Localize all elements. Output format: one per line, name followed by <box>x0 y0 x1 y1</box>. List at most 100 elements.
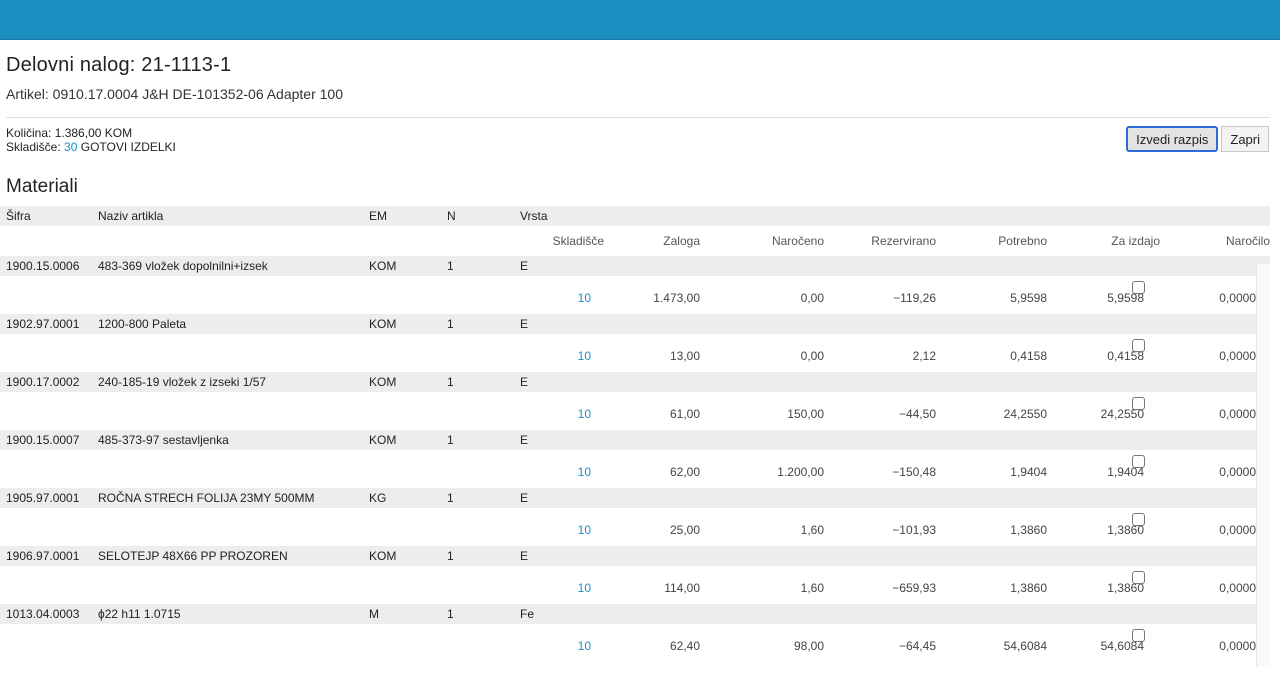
close-button[interactable]: Zapri <box>1221 126 1269 152</box>
material-n: 1 <box>447 433 454 447</box>
issue-value: 54,6084 <box>1100 639 1144 653</box>
material-code-link[interactable]: 1900.15.0006 <box>6 259 80 273</box>
material-type: E <box>520 317 529 331</box>
stock-value: 1.473,00 <box>653 291 700 305</box>
col-header-zaloga: Zaloga <box>663 234 700 248</box>
required-value: 54,6084 <box>1003 639 1047 653</box>
stock-row: 10 13,00 0,00 2,12 0,4158 0,4158 0,0000 <box>0 334 1270 372</box>
material-code-link[interactable]: 1902.97.0001 <box>6 317 80 331</box>
stock-row: 10 1.473,00 0,00 −119,26 5,9598 5,9598 0,0000 <box>0 276 1270 314</box>
col-header-vrsta: Vrsta <box>520 209 548 223</box>
material-code-link[interactable]: 1900.17.0002 <box>6 375 80 389</box>
ordered-value: 0,00 <box>800 291 824 305</box>
top-navigation-bar <box>0 0 1280 40</box>
ordered-value: 1,60 <box>800 523 824 537</box>
stock-value: 61,00 <box>669 407 700 421</box>
material-name: 485-373-97 sestavljenka <box>98 433 229 447</box>
warehouse-link[interactable]: 10 <box>577 639 591 653</box>
required-value: 1,3860 <box>1010 581 1047 595</box>
stock-row: 10 62,00 1.200,00 −150,48 1,9404 1,9404 0,0000 <box>0 450 1270 488</box>
stock-value: 114,00 <box>664 581 700 595</box>
warehouse-line: Skladišče: 30 GOTOVI IZDELKI <box>6 140 176 154</box>
stock-value: 62,40 <box>669 639 700 653</box>
material-row: 1013.04.0003 ϕ22 h11 1.0715 M 1 Fe <box>0 604 1270 624</box>
material-type: E <box>520 433 529 447</box>
order-value: 0,0000 <box>1219 523 1256 537</box>
issue-checkbox[interactable] <box>1132 629 1145 642</box>
warehouse-label: Skladišče: <box>6 140 61 154</box>
material-row: 1900.15.0006 483-369 vložek dopolnilni+iz… <box>0 256 1270 276</box>
material-name: 483-369 vložek dopolnilni+izsek <box>98 259 268 273</box>
quantity-label: Količina: <box>6 126 52 140</box>
material-n: 1 <box>447 375 454 389</box>
issue-checkbox[interactable] <box>1132 397 1145 410</box>
order-value: 0,0000 <box>1219 349 1256 363</box>
warehouse-link[interactable]: 10 <box>577 465 591 479</box>
stock-value: 13,00 <box>669 349 700 363</box>
material-unit: KOM <box>369 375 397 389</box>
material-rows: 1900.15.0006 483-369 vložek dopolnilni+iz… <box>0 256 1270 662</box>
required-value: 1,9404 <box>1010 465 1047 479</box>
quantity-value: 1.386,00 KOM <box>54 126 133 140</box>
material-row: 1900.15.0007 485-373-97 sestavljenka KOM 1 E <box>0 430 1270 450</box>
material-name: 1200-800 Paleta <box>98 317 187 331</box>
issue-checkbox[interactable] <box>1132 339 1145 352</box>
order-info: Količina: 1.386,00 KOM Skladišče: 30 GOT… <box>6 126 176 154</box>
table-header-secondary: Skladišče Zaloga Naročeno Rezervirano Po… <box>0 226 1270 256</box>
action-buttons: Izvedi razpis Zapri <box>1126 126 1269 152</box>
col-header-naziv: Naziv artikla <box>98 209 164 223</box>
material-code-link[interactable]: 1905.97.0001 <box>6 491 80 505</box>
issue-value: 24,2550 <box>1100 407 1144 421</box>
warehouse-name: GOTOVI IZDELKI <box>80 140 176 154</box>
reserved-value: 2,12 <box>912 349 936 363</box>
material-unit: KG <box>369 491 387 505</box>
issue-checkbox[interactable] <box>1132 571 1145 584</box>
warehouse-link[interactable]: 10 <box>577 407 591 421</box>
col-header-em: EM <box>369 209 387 223</box>
warehouse-link[interactable]: 10 <box>577 523 591 537</box>
material-n: 1 <box>447 259 454 273</box>
material-n: 1 <box>447 317 454 331</box>
material-n: 1 <box>447 607 454 621</box>
issue-value: 0,4158 <box>1107 349 1144 363</box>
reserved-value: −150,48 <box>892 465 936 479</box>
col-header-skladisce: Skladišče <box>552 234 604 248</box>
issue-checkbox[interactable] <box>1132 455 1145 468</box>
materials-section-title: Materiali <box>6 176 78 197</box>
material-unit: M <box>369 607 379 621</box>
material-code-link[interactable]: 1906.97.0001 <box>6 549 80 563</box>
stock-row: 10 61,00 150,00 −44,50 24,2550 24,2550 0,0000 <box>0 392 1270 430</box>
issue-value: 1,3860 <box>1107 523 1144 537</box>
material-unit: KOM <box>369 317 397 331</box>
warehouse-link[interactable]: 10 <box>577 581 591 595</box>
warehouse-link[interactable]: 10 <box>577 291 591 305</box>
material-row: 1906.97.0001 SELOTEJP 48X66 PP PROZOREN KO… <box>0 546 1270 566</box>
issue-checkbox[interactable] <box>1132 281 1145 294</box>
col-header-naroceno: Naročeno <box>771 234 824 248</box>
issue-checkbox[interactable] <box>1132 513 1145 526</box>
execute-dispatch-button[interactable]: Izvedi razpis <box>1126 126 1219 152</box>
material-name: ROČNA STRECH FOLIJA 23MY 500MM <box>98 491 315 505</box>
order-value: 0,0000 <box>1219 465 1256 479</box>
material-code-link[interactable]: 1013.04.0003 <box>6 607 80 621</box>
warehouse-code-link[interactable]: 30 <box>64 140 78 154</box>
material-name: 240-185-19 vložek z izseki 1/57 <box>98 375 267 389</box>
material-code-link[interactable]: 1900.15.0007 <box>6 433 80 447</box>
material-row: 1905.97.0001 ROČNA STRECH FOLIJA 23MY 500… <box>0 488 1270 508</box>
scrollbar[interactable] <box>1256 264 1270 667</box>
required-value: 24,2550 <box>1003 407 1047 421</box>
material-n: 1 <box>447 549 454 563</box>
material-type: E <box>520 549 529 563</box>
stock-value: 62,00 <box>669 465 700 479</box>
stock-row: 10 62,40 98,00 −64,45 54,6084 54,6084 0,0000 <box>0 624 1270 662</box>
required-value: 0,4158 <box>1010 349 1047 363</box>
col-header-sifra: Šifra <box>6 209 31 223</box>
page-title: Delovni nalog: 21-1113-1 <box>6 54 232 76</box>
article-subtitle: Artikel: 0910.17.0004 J&H DE-101352-06 A… <box>6 86 344 102</box>
ordered-value: 1.200,00 <box>777 465 824 479</box>
warehouse-link[interactable]: 10 <box>577 349 591 363</box>
stock-value: 25,00 <box>669 523 700 537</box>
material-type: E <box>520 375 529 389</box>
stock-row: 10 114,00 1,60 −659,93 1,3860 1,3860 0,0000 <box>0 566 1270 604</box>
ordered-value: 98,00 <box>793 639 824 653</box>
